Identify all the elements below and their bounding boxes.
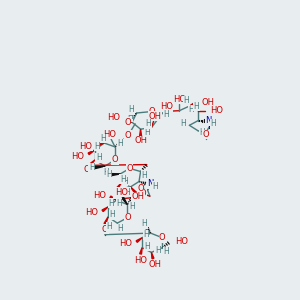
Text: O: O bbox=[149, 107, 155, 116]
Text: HO: HO bbox=[107, 113, 120, 122]
Polygon shape bbox=[152, 252, 154, 259]
Polygon shape bbox=[102, 207, 108, 211]
Text: O: O bbox=[124, 213, 131, 222]
Polygon shape bbox=[140, 248, 142, 254]
Text: O: O bbox=[137, 184, 144, 193]
Polygon shape bbox=[110, 196, 116, 200]
Text: H: H bbox=[109, 210, 115, 219]
Text: O: O bbox=[200, 130, 207, 139]
Text: H: H bbox=[127, 112, 133, 122]
Text: HO: HO bbox=[80, 142, 92, 151]
Text: O: O bbox=[140, 189, 146, 198]
Text: H: H bbox=[142, 219, 147, 228]
Polygon shape bbox=[95, 166, 105, 169]
Text: H: H bbox=[211, 119, 216, 128]
Text: H: H bbox=[120, 175, 126, 184]
Text: O: O bbox=[112, 155, 118, 164]
Polygon shape bbox=[116, 183, 121, 190]
Text: H: H bbox=[106, 223, 112, 232]
Text: H: H bbox=[152, 182, 158, 191]
Polygon shape bbox=[136, 238, 142, 242]
Text: HO: HO bbox=[119, 238, 132, 247]
Text: H: H bbox=[94, 142, 100, 151]
Text: H: H bbox=[180, 118, 186, 127]
Text: O: O bbox=[124, 118, 131, 127]
Text: H: H bbox=[163, 247, 169, 256]
Text: H: H bbox=[200, 128, 206, 137]
Text: O: O bbox=[202, 130, 209, 139]
Polygon shape bbox=[122, 197, 128, 205]
Text: HO: HO bbox=[94, 191, 106, 200]
Text: O: O bbox=[159, 233, 166, 242]
Text: H: H bbox=[163, 110, 169, 119]
Text: H: H bbox=[118, 139, 123, 148]
Text: HO: HO bbox=[175, 237, 188, 246]
Text: H: H bbox=[144, 128, 150, 137]
Text: H: H bbox=[116, 199, 122, 208]
Text: H: H bbox=[142, 171, 147, 180]
Text: H: H bbox=[194, 102, 199, 111]
Polygon shape bbox=[130, 187, 137, 194]
Text: H: H bbox=[155, 246, 161, 255]
Text: HO: HO bbox=[160, 102, 173, 111]
Text: HO: HO bbox=[103, 130, 116, 139]
Text: H: H bbox=[103, 168, 109, 177]
Text: N: N bbox=[148, 179, 154, 188]
Text: H: H bbox=[146, 119, 151, 128]
Text: H: H bbox=[188, 105, 194, 114]
Text: H: H bbox=[89, 163, 94, 172]
Polygon shape bbox=[88, 150, 95, 154]
Text: H: H bbox=[108, 199, 114, 208]
Polygon shape bbox=[104, 217, 108, 224]
Text: H: H bbox=[122, 177, 128, 186]
Text: O: O bbox=[113, 189, 120, 198]
Text: H: H bbox=[128, 105, 134, 114]
Text: H: H bbox=[145, 242, 150, 251]
Text: H: H bbox=[117, 224, 122, 233]
Text: N: N bbox=[206, 116, 212, 125]
Text: HO: HO bbox=[85, 208, 98, 217]
Polygon shape bbox=[112, 174, 120, 176]
Text: H: H bbox=[129, 202, 135, 211]
Text: H: H bbox=[183, 96, 189, 105]
Text: H: H bbox=[96, 153, 102, 162]
Text: OH: OH bbox=[134, 136, 147, 145]
Polygon shape bbox=[125, 118, 132, 122]
Text: O: O bbox=[84, 166, 90, 175]
Text: HO: HO bbox=[71, 152, 84, 160]
Text: HO: HO bbox=[115, 188, 128, 197]
Polygon shape bbox=[97, 143, 104, 146]
Polygon shape bbox=[89, 160, 95, 166]
Text: OH: OH bbox=[148, 260, 161, 269]
Text: OH: OH bbox=[149, 112, 162, 121]
Text: OH: OH bbox=[132, 192, 145, 201]
Text: H: H bbox=[106, 170, 112, 179]
Text: H: H bbox=[124, 188, 130, 197]
Text: OH: OH bbox=[202, 98, 215, 107]
Text: O: O bbox=[126, 164, 133, 173]
Text: O: O bbox=[125, 131, 131, 140]
Text: HO: HO bbox=[134, 256, 147, 265]
Text: HO: HO bbox=[210, 106, 223, 115]
Text: HO: HO bbox=[173, 94, 186, 103]
Text: H: H bbox=[143, 230, 149, 239]
Text: H: H bbox=[100, 134, 106, 143]
Polygon shape bbox=[189, 102, 196, 106]
Polygon shape bbox=[140, 129, 142, 136]
Text: O: O bbox=[102, 225, 108, 234]
